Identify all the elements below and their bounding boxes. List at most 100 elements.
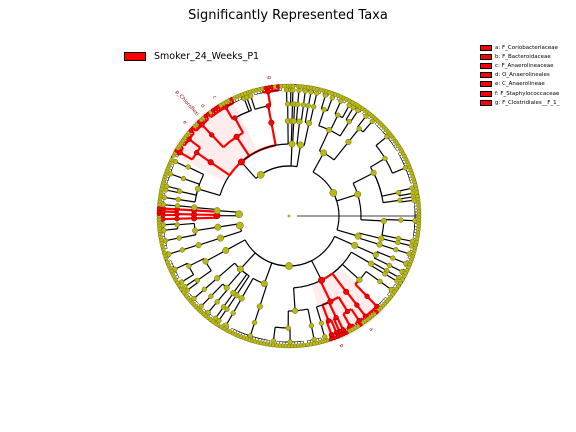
taxon-node bbox=[256, 303, 263, 310]
taxon-node bbox=[175, 196, 181, 203]
legend-side-item: f: F_Staphylococcaceae bbox=[480, 89, 559, 98]
tree-branch bbox=[373, 257, 390, 266]
leaf-node bbox=[318, 87, 324, 93]
highlight-leaf-node bbox=[328, 336, 334, 342]
tree-branch bbox=[360, 219, 384, 222]
tree-branch bbox=[318, 109, 325, 126]
taxon-node bbox=[184, 287, 190, 293]
tree-branch bbox=[226, 269, 243, 289]
clade-label: c bbox=[211, 95, 218, 101]
taxon-node bbox=[370, 169, 377, 176]
tree-branch bbox=[381, 234, 399, 240]
legend-side-label: c: F_Anaerolineaceae bbox=[495, 62, 554, 69]
taxon-node bbox=[236, 221, 244, 230]
highlight-node bbox=[327, 298, 334, 305]
page-title: Significantly Represented Taxa bbox=[188, 8, 388, 23]
taxon-node bbox=[300, 102, 307, 108]
taxon-node bbox=[305, 120, 313, 127]
tree-branch bbox=[194, 206, 218, 211]
tree-branch bbox=[295, 104, 299, 122]
legend-swatch bbox=[480, 44, 492, 51]
tree-branch bbox=[365, 270, 381, 282]
taxon-node bbox=[222, 246, 230, 254]
legend-side-label: g: F_Clostridiales__F_1_ bbox=[495, 99, 560, 106]
taxon-node bbox=[201, 286, 208, 293]
taxon-node bbox=[409, 238, 416, 244]
taxon-node bbox=[235, 210, 243, 219]
legend-swatch bbox=[480, 62, 492, 69]
taxon-node bbox=[192, 227, 199, 234]
highlight-node bbox=[233, 133, 240, 140]
taxon-node bbox=[321, 107, 327, 113]
taxon-node bbox=[354, 232, 362, 240]
taxon-node bbox=[177, 188, 183, 195]
legend-main-label: Smoker_24_Weeks_P1 bbox=[154, 51, 260, 62]
taxon-node bbox=[174, 222, 180, 228]
taxon-node bbox=[285, 101, 291, 107]
taxon-node bbox=[202, 258, 209, 265]
leaf-node bbox=[181, 290, 187, 295]
taxon-node bbox=[195, 242, 202, 249]
tree-branch bbox=[315, 306, 323, 324]
tree-branch bbox=[290, 144, 293, 167]
legend-swatch bbox=[480, 53, 492, 60]
tree-arc bbox=[244, 239, 290, 267]
tree-branch bbox=[357, 237, 380, 246]
tree-arc bbox=[260, 165, 298, 176]
taxon-node bbox=[214, 223, 222, 231]
legend-side-label: f: F_Staphylococcaceae bbox=[495, 90, 560, 97]
clade-shade bbox=[311, 266, 384, 344]
tree-branch bbox=[352, 172, 374, 184]
taxon-node bbox=[160, 202, 167, 208]
tree-branch bbox=[337, 296, 349, 313]
leaf-node bbox=[169, 157, 175, 163]
legend-side-label: a: F_Coriobacteriaceae bbox=[495, 44, 558, 51]
taxon-node bbox=[395, 189, 402, 196]
tree-branch bbox=[292, 121, 295, 145]
tree-branch bbox=[371, 261, 388, 272]
tree-branch bbox=[311, 260, 323, 281]
taxon-node bbox=[205, 309, 211, 316]
taxon-node bbox=[382, 271, 388, 277]
taxon-node bbox=[174, 203, 181, 209]
legend-side-item: d: O_Anaerolineales bbox=[480, 71, 559, 80]
taxon-node bbox=[386, 262, 393, 269]
taxon-node bbox=[185, 164, 191, 170]
taxon-node bbox=[384, 134, 390, 140]
tree-branch bbox=[358, 232, 382, 240]
highlight-node bbox=[209, 132, 215, 138]
taxon-node bbox=[388, 286, 394, 293]
taxon-node bbox=[376, 241, 383, 248]
tree-branch bbox=[312, 152, 325, 173]
taxon-node bbox=[163, 183, 170, 189]
tree-branch bbox=[333, 141, 349, 161]
clade-label: p_Chloroflexi bbox=[174, 89, 200, 117]
highlight-node bbox=[174, 211, 180, 217]
tree-branch bbox=[350, 251, 372, 265]
taxon-node bbox=[180, 175, 187, 182]
taxon-node bbox=[217, 234, 224, 242]
tree-branch bbox=[327, 301, 338, 319]
tree-branch bbox=[188, 166, 204, 176]
taxon-node bbox=[356, 126, 362, 132]
tree-arc bbox=[332, 192, 340, 231]
taxon-node bbox=[398, 217, 404, 223]
legend-side-item: g: F_Clostridiales__F_1_ bbox=[480, 98, 559, 107]
highlight-node bbox=[325, 318, 332, 324]
legend-side-label: e: C_Anaerolineae bbox=[495, 81, 545, 88]
highlight-node bbox=[199, 122, 205, 128]
tree-branch bbox=[198, 237, 221, 246]
taxon-node bbox=[390, 255, 396, 261]
highlight-node bbox=[354, 302, 360, 308]
tree-branch bbox=[383, 218, 401, 221]
taxon-node bbox=[351, 241, 359, 249]
taxon-node bbox=[308, 89, 314, 95]
leaf-node bbox=[165, 259, 170, 265]
taxon-node bbox=[308, 323, 315, 329]
taxon-node bbox=[270, 338, 277, 344]
tree-branch bbox=[217, 223, 240, 228]
taxon-node bbox=[214, 299, 220, 305]
clade-label: a bbox=[368, 327, 375, 333]
leaf-node bbox=[414, 190, 420, 195]
taxon-node bbox=[186, 263, 192, 269]
